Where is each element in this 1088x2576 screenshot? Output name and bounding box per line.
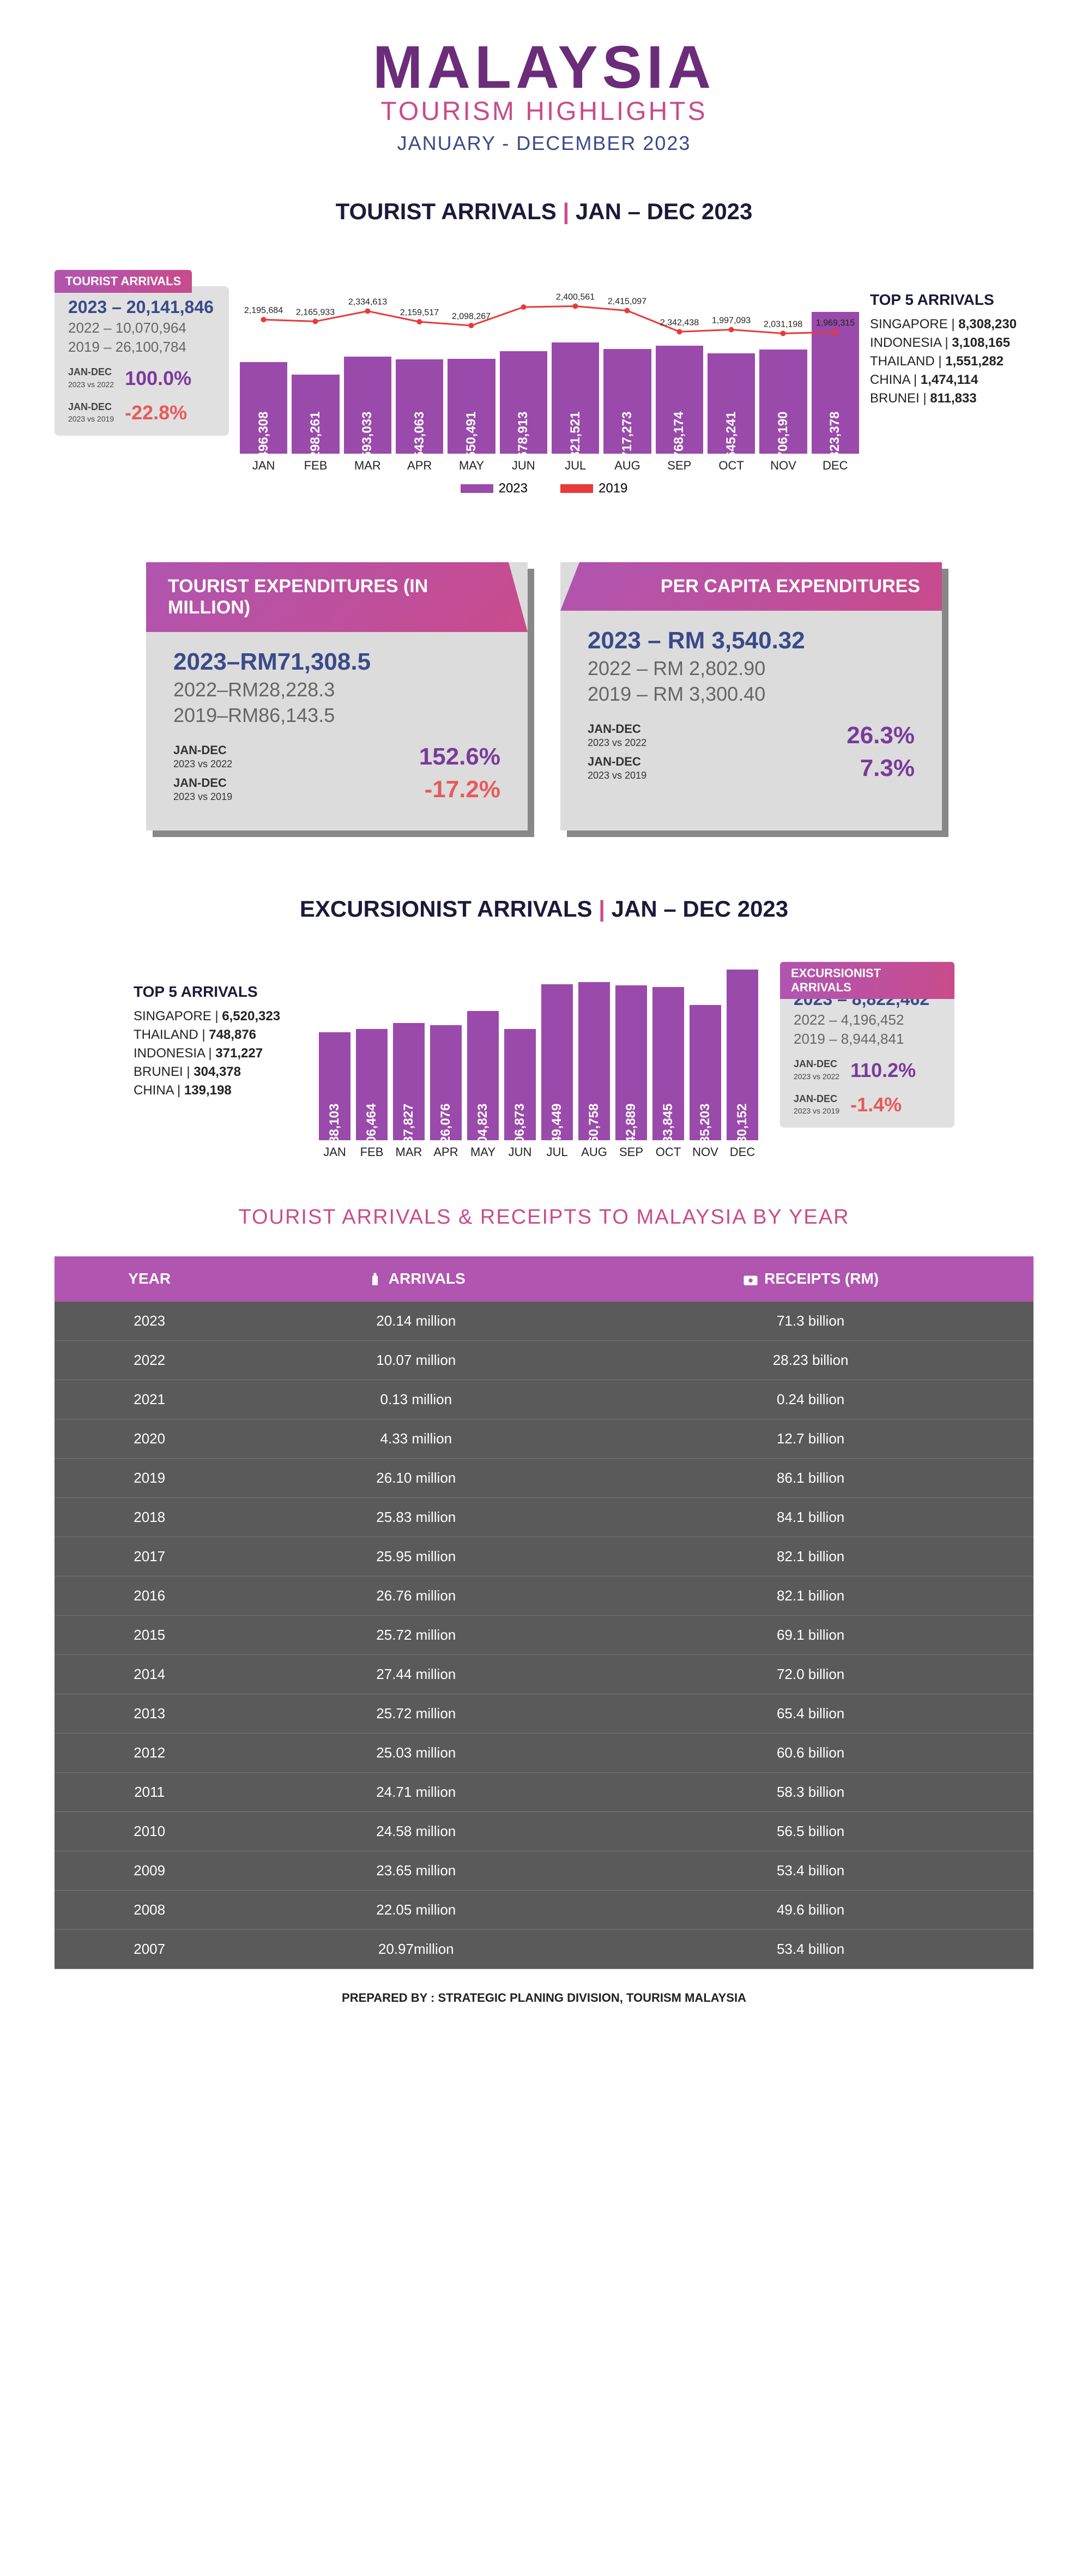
bar: 1,543,063APR [396, 359, 443, 454]
arrivals-receipts-table: YEARARRIVALSRECEIPTS (RM) 202320.14 mill… [55, 1256, 1033, 1969]
table-row: 200720.97million53.4 billion [55, 1929, 1033, 1969]
top5-item: THAILAND | 748,876 [134, 1027, 297, 1043]
table-header: ARRIVALS [244, 1256, 588, 1302]
infobox-tab: TOURIST ARRIVALS [55, 270, 192, 293]
excursionist-top5: TOP 5 ARRIVALS SINGAPORE | 6,520,323THAI… [134, 983, 297, 1102]
bar: 842,889SEP [615, 985, 647, 1140]
excursionist-infobox: EXCURSIONIST ARRIVALS 2023 – 8,822,462 2… [780, 978, 954, 1127]
page-header: MALAYSIA TOURISM HIGHLIGHTS JANUARY - DE… [55, 33, 1033, 155]
bar: 1,706,190NOV [759, 350, 807, 454]
chart-legend: 2023 2019 [55, 481, 1033, 497]
bar: 1,768,174SEP [656, 346, 703, 454]
bar: 860,758AUG [578, 982, 610, 1140]
top5-item: INDONESIA | 3,108,165 [870, 335, 1033, 351]
table-row: 201926.10 million86.1 billion [55, 1458, 1033, 1497]
title: MALAYSIA [55, 33, 1033, 102]
bar: 1,298,261FEB [292, 375, 339, 454]
bar: 1,717,273AUG [603, 349, 651, 454]
table-row: 200923.65 million53.4 billion [55, 1851, 1033, 1890]
bar: 833,845OCT [652, 987, 684, 1140]
tourist-arrivals-chart: 1,496,308JAN1,298,261FEB1,593,033MAR1,54… [240, 246, 859, 454]
subtitle: TOURISM HIGHLIGHTS [55, 97, 1033, 127]
bar: 626,076APR [430, 1025, 462, 1140]
bar: 2,323,378DEC [812, 312, 859, 454]
tourist-arrivals-infobox: TOURIST ARRIVALS 2023 – 20,141,846 2022 … [55, 286, 229, 435]
table-row: 201225.03 million60.6 billion [55, 1733, 1033, 1772]
infobox-tab: EXCURSIONIST ARRIVALS [780, 962, 954, 999]
top5-item: SINGAPORE | 6,520,323 [134, 1009, 297, 1024]
tourist-arrivals-title: TOURIST ARRIVALS | JAN – DEC 2023 [55, 198, 1033, 225]
bar: 1,678,913JUN [500, 351, 547, 454]
footer: PREPARED BY : STRATEGIC PLANING DIVISION… [55, 1991, 1033, 2005]
bar: 849,449JUL [541, 984, 573, 1140]
table-row: 202320.14 million71.3 billion [55, 1302, 1033, 1341]
top5-item: BRUNEI | 304,378 [134, 1064, 297, 1080]
bar: 1,821,521JUL [552, 342, 599, 454]
top5-arrivals: TOP 5 ARRIVALS SINGAPORE | 8,308,230INDO… [870, 291, 1033, 410]
bar: 1,496,308JAN [240, 362, 287, 454]
bar: 606,464FEB [356, 1029, 388, 1140]
table-row: 202210.07 million28.23 billion [55, 1340, 1033, 1380]
top5-item: CHINA | 1,474,114 [870, 372, 1033, 388]
expenditures-card: TOURIST EXPENDITURES (IN MILLION) 2023–R… [146, 562, 528, 830]
excursionist-section: TOP 5 ARRIVALS SINGAPORE | 6,520,323THAI… [55, 944, 1033, 1140]
table-header: RECEIPTS (RM) [588, 1256, 1033, 1302]
bar: 1,550,491MAY [448, 359, 495, 454]
bar: 1,593,033MAR [344, 357, 391, 454]
top5-item: INDONESIA | 371,227 [134, 1046, 297, 1061]
bar: 704,823MAY [467, 1011, 499, 1140]
bar: 735,203NOV [690, 1005, 721, 1140]
table-row: 201325.72 million65.4 billion [55, 1694, 1033, 1733]
table-row: 200822.05 million49.6 billion [55, 1890, 1033, 1929]
table-row: 201626.76 million82.1 billion [55, 1576, 1033, 1615]
table-row: 201825.83 million84.1 billion [55, 1497, 1033, 1537]
legend-item: 2023 [461, 481, 528, 496]
table-title: TOURIST ARRIVALS & RECEIPTS TO MALAYSIA … [55, 1206, 1033, 1229]
legend-item: 2019 [560, 481, 627, 496]
table-row: 201525.72 million69.1 billion [55, 1615, 1033, 1654]
bar: 930,152DEC [727, 970, 758, 1140]
excursionist-title: EXCURSIONIST ARRIVALS | JAN – DEC 2023 [55, 896, 1033, 922]
tourist-arrivals-section: TOURIST ARRIVALS 2023 – 20,141,846 2022 … [55, 246, 1033, 454]
bar: 1,645,241OCT [708, 353, 755, 454]
top5-item: CHINA | 139,198 [134, 1083, 297, 1098]
expenditure-cards: TOURIST EXPENDITURES (IN MILLION) 2023–R… [55, 562, 1033, 830]
table-header: YEAR [55, 1256, 244, 1302]
top5-item: SINGAPORE | 8,308,230 [870, 317, 1033, 332]
bar: 606,873JUN [504, 1029, 536, 1140]
table-row: 20210.13 million0.24 billion [55, 1380, 1033, 1419]
table-row: 201024.58 million56.5 billion [55, 1811, 1033, 1851]
bar: 637,827MAR [393, 1023, 425, 1140]
table-row: 201427.44 million72.0 billion [55, 1654, 1033, 1694]
top5-item: THAILAND | 1,551,282 [870, 354, 1033, 369]
table-row: 20204.33 million12.7 billion [55, 1419, 1033, 1458]
per-capita-card: PER CAPITA EXPENDITURES 2023 – RM 3,540.… [560, 562, 942, 830]
excursionist-chart: 588,103JAN606,464FEB637,827MAR626,076APR… [319, 944, 758, 1140]
table-row: 201725.95 million82.1 billion [55, 1537, 1033, 1576]
bar: 588,103JAN [319, 1032, 350, 1140]
top5-item: BRUNEI | 811,833 [870, 391, 1033, 406]
period: JANUARY - DECEMBER 2023 [55, 132, 1033, 155]
table-row: 201124.71 million58.3 billion [55, 1772, 1033, 1811]
